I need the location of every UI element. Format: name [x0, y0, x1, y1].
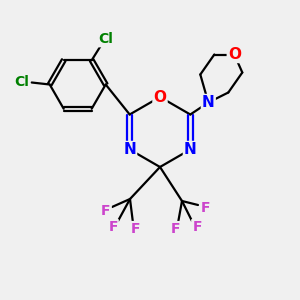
Text: F: F [200, 201, 210, 215]
Text: O: O [154, 89, 166, 104]
Text: Cl: Cl [98, 32, 113, 46]
Text: F: F [101, 204, 111, 218]
Text: F: F [108, 220, 118, 234]
Text: N: N [184, 142, 197, 157]
Text: N: N [202, 95, 215, 110]
Text: N: N [123, 142, 136, 157]
Text: O: O [228, 47, 241, 62]
Text: F: F [131, 222, 141, 236]
Text: F: F [170, 222, 180, 236]
Text: Cl: Cl [14, 76, 29, 89]
Text: F: F [192, 220, 202, 234]
